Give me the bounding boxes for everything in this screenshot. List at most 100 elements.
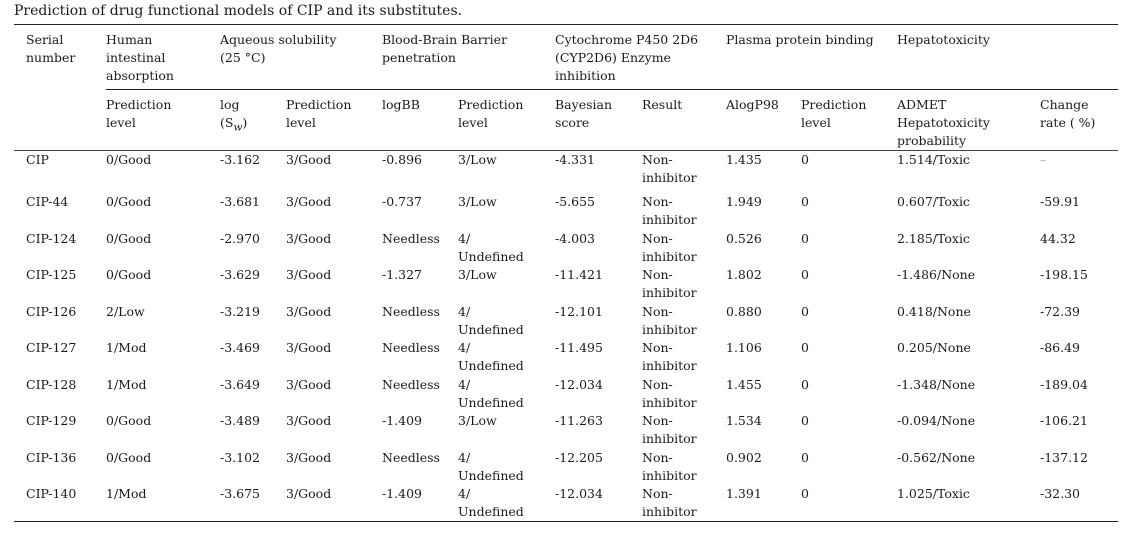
hia-cell: 0/Good — [106, 230, 220, 267]
cyp-result-cell-line: Non- — [642, 413, 673, 428]
hep-prob-cell-text: 2.185/Toxic — [897, 230, 970, 246]
cyp-score-cell-text: -11.421 — [555, 267, 603, 282]
sol-level-cell: 3/Good — [286, 230, 382, 267]
bbb-level-cell-line: Undefined — [458, 467, 524, 483]
subheader-change-rate: Change rate ( %) — [1040, 89, 1118, 151]
cyp-score-cell-text: -12.205 — [555, 449, 603, 465]
subheader-line: Bayesian — [555, 97, 613, 112]
hep-prob-cell-text: 0.205/None — [897, 340, 971, 355]
subheader-cyp-result: Result — [642, 89, 726, 151]
subheader-alogp: AlogP98 — [726, 89, 801, 151]
header-sol-line: Aqueous solubility — [220, 32, 337, 47]
bbb-log-cell: -0.896 — [382, 151, 458, 194]
cyp-result-cell: Non-inhibitor — [642, 485, 726, 522]
table-body: CIP 0/Good -3.162 3/Good -0.896 3/Low -4.331 No… — [14, 151, 1118, 522]
hep-prob-cell: -0.562/None — [897, 449, 1040, 486]
subheader-hia-level: Prediction level — [106, 89, 220, 151]
alogp-cell-text: 0.902 — [726, 449, 762, 465]
hep-prob-cell: 0.205/None — [897, 339, 1040, 376]
cyp-result-cell-line: Non- — [642, 194, 673, 209]
subheader-bbb-level: Prediction level — [458, 89, 555, 151]
subheader-cyp-score: Bayesian score — [555, 89, 642, 151]
sol-level-cell: 3/Good — [286, 266, 382, 303]
cyp-result-cell: Non-inhibitor — [642, 449, 726, 486]
change-rate-cell-text: -72.39 — [1040, 303, 1081, 319]
ppb-level-cell-text: 0 — [801, 486, 809, 501]
alogp-cell-text: 0.880 — [726, 303, 762, 319]
sol-level-cell-text: 3/Good — [286, 230, 332, 246]
bbb-log-cell: Needless — [382, 449, 458, 486]
cyp-score-cell-text: -12.034 — [555, 486, 603, 501]
change-rate-cell-text: – — [1040, 152, 1047, 167]
subheader-line: level — [458, 115, 488, 130]
bbb-level-cell-line: 4/ — [458, 230, 471, 246]
header-solubility: Aqueous solubility (25 °C) — [220, 25, 382, 90]
serial-cell-text: CIP-129 — [26, 413, 77, 428]
change-rate-cell: – — [1040, 151, 1118, 194]
sol-log-cell: -3.469 — [220, 339, 286, 376]
cyp-result-cell-line: Non- — [642, 230, 673, 246]
ppb-level-cell: 0 — [801, 339, 897, 376]
cyp-score-cell: -11.495 — [555, 339, 642, 376]
cyp-score-cell-text: -4.003 — [555, 230, 596, 246]
table-row: CIP-136 0/Good -3.102 3/Good Needless 4/Undef… — [14, 449, 1118, 486]
drug-prediction-table: Serial number Human intestinal absorptio… — [14, 24, 1118, 522]
sol-level-cell-text: 3/Good — [286, 267, 332, 282]
table-caption: Prediction of drug functional models of … — [14, 3, 463, 19]
alogp-cell: 1.534 — [726, 412, 801, 449]
bbb-level-cell: 3/Low — [458, 412, 555, 449]
serial-cell-text: CIP-127 — [26, 340, 77, 355]
header-cyp-line: (CYP2D6) Enzyme — [555, 50, 671, 65]
subheader-line: Hepatotoxicity — [897, 115, 990, 130]
cyp-result-cell: Non-inhibitor — [642, 151, 726, 194]
sol-log-cell-text: -3.102 — [220, 449, 261, 465]
table-row: CIP-125 0/Good -3.629 3/Good -1.327 3/Low -11.… — [14, 266, 1118, 303]
change-rate-cell: 44.32 — [1040, 230, 1118, 267]
cyp-result-cell-line: inhibitor — [642, 504, 697, 519]
sol-level-cell: 3/Good — [286, 193, 382, 230]
serial-cell: CIP-126 — [14, 303, 106, 340]
cyp-score-cell: -4.331 — [555, 151, 642, 194]
alogp-cell: 1.391 — [726, 485, 801, 522]
hep-prob-cell: 0.418/None — [897, 303, 1040, 340]
subheader-line: score — [555, 115, 590, 130]
sol-level-cell-text: 3/Good — [286, 194, 332, 209]
change-rate-cell-text: -32.30 — [1040, 486, 1081, 501]
hep-prob-cell: -0.094/None — [897, 412, 1040, 449]
cyp-result-cell-line: inhibitor — [642, 358, 697, 373]
bbb-level-cell-line: 4/ — [458, 303, 471, 319]
ppb-level-cell: 0 — [801, 485, 897, 522]
subheader-line: Prediction — [458, 97, 524, 112]
serial-cell: CIP-140 — [14, 485, 106, 522]
table-row: CIP-140 1/Mod -3.675 3/Good -1.409 4/Undefine… — [14, 485, 1118, 522]
ppb-level-cell: 0 — [801, 266, 897, 303]
bbb-level-cell: 3/Low — [458, 266, 555, 303]
sol-level-cell-text: 3/Good — [286, 449, 332, 465]
header-sol-line: (25 °C) — [220, 50, 266, 65]
sol-level-cell-text: 3/Good — [286, 376, 332, 392]
hep-prob-cell-text: 1.514/Toxic — [897, 152, 970, 167]
sol-level-cell: 3/Good — [286, 151, 382, 194]
bbb-level-cell-line: Undefined — [458, 248, 524, 264]
hep-prob-cell: 2.185/Toxic — [897, 230, 1040, 267]
subheader-line: level — [801, 115, 831, 130]
ppb-level-cell-text: 0 — [801, 449, 809, 465]
header-serial-line: number — [26, 50, 76, 65]
hep-prob-cell-text: -0.094/None — [897, 413, 976, 428]
bbb-level-cell: 3/Low — [458, 193, 555, 230]
hia-cell: 2/Low — [106, 303, 220, 340]
cyp-result-cell: Non-inhibitor — [642, 412, 726, 449]
hia-cell-text: 0/Good — [106, 267, 152, 282]
hia-cell-text: 0/Good — [106, 194, 152, 209]
change-rate-cell: -32.30 — [1040, 485, 1118, 522]
bbb-log-cell: -1.409 — [382, 485, 458, 522]
bbb-level-cell: 4/Undefined — [458, 449, 555, 486]
serial-cell: CIP-128 — [14, 376, 106, 413]
sol-level-cell-text: 3/Good — [286, 152, 332, 167]
cyp-result-cell-line: inhibitor — [642, 248, 697, 264]
alogp-cell: 1.435 — [726, 151, 801, 194]
serial-cell-text: CIP-128 — [26, 376, 77, 392]
subheader-line: logBB — [382, 97, 420, 112]
ppb-level-cell: 0 — [801, 193, 897, 230]
hia-cell-text: 0/Good — [106, 152, 152, 167]
